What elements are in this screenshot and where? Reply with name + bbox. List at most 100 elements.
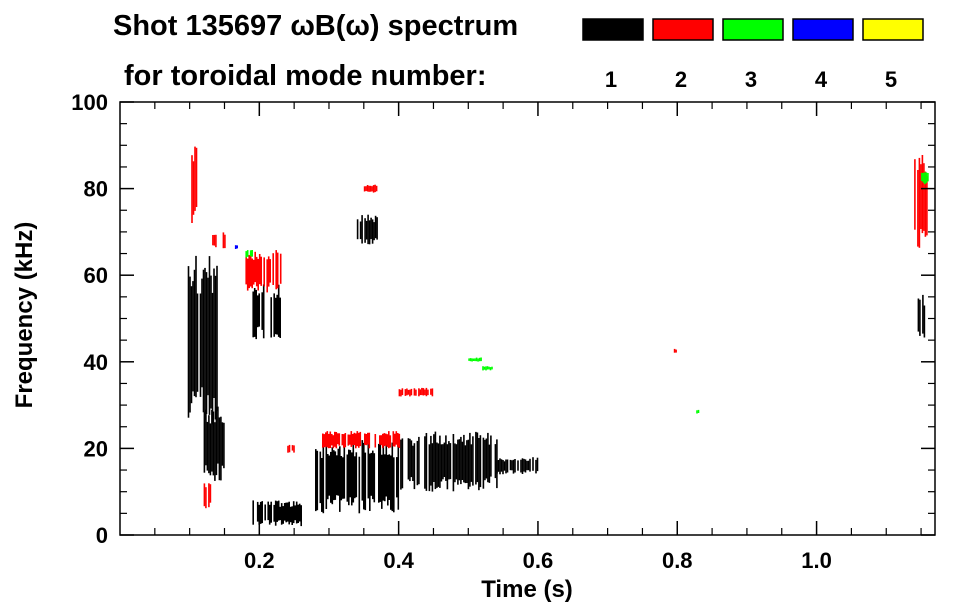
- data-streak: [485, 366, 487, 371]
- data-streak: [215, 406, 218, 476]
- data-streak: [419, 389, 422, 396]
- data-streak: [223, 422, 225, 469]
- legend-label-mode-2: 2: [675, 67, 687, 92]
- data-streak: [505, 459, 507, 474]
- x-tick-label: 1.0: [801, 548, 832, 573]
- data-streak: [463, 434, 465, 483]
- data-streak: [427, 389, 429, 396]
- data-streak: [467, 439, 470, 490]
- data-streak: [323, 434, 326, 448]
- data-streak: [321, 458, 323, 512]
- data-streak: [409, 438, 411, 482]
- data-streak: [280, 503, 283, 525]
- data-streak: [536, 457, 539, 472]
- data-streak: [367, 214, 369, 245]
- data-streak: [332, 435, 335, 449]
- data-streak: [475, 431, 477, 485]
- data-streak: [327, 454, 329, 500]
- data-streak: [355, 433, 357, 449]
- data-streak: [424, 389, 426, 396]
- data-streak: [369, 185, 372, 192]
- data-streak: [333, 450, 335, 501]
- data-streak: [482, 366, 484, 371]
- data-streak: [373, 222, 375, 241]
- legend-swatch-mode-1: [582, 18, 644, 41]
- data-streak: [446, 444, 449, 490]
- legend-label-mode-1: 1: [605, 67, 617, 92]
- data-streak: [279, 297, 281, 338]
- legend-swatch-mode-4: [792, 18, 854, 41]
- data-streak: [475, 357, 478, 362]
- data-streak: [366, 185, 369, 192]
- data-streak: [424, 436, 426, 489]
- data-streak: [368, 432, 371, 449]
- data-streak: [471, 358, 473, 362]
- data-streak: [210, 275, 212, 409]
- data-streak: [469, 432, 471, 487]
- data-streak: [356, 431, 359, 447]
- data-streak: [259, 501, 262, 524]
- data-streak: [288, 444, 291, 453]
- data-streak: [256, 295, 259, 328]
- data-streak: [294, 505, 296, 521]
- data-streak: [374, 215, 377, 239]
- data-streak: [393, 457, 395, 513]
- data-streak: [363, 442, 365, 510]
- data-region-n3-4: [696, 409, 700, 414]
- data-streak: [396, 457, 398, 498]
- data-streak: [425, 433, 428, 491]
- data-streak: [263, 257, 265, 287]
- data-streak: [523, 458, 525, 472]
- data-streak: [413, 443, 416, 490]
- data-streak: [273, 504, 275, 522]
- data-streak: [343, 444, 346, 499]
- data-streak: [236, 245, 238, 249]
- data-streak: [926, 176, 928, 236]
- data-streak: [464, 445, 467, 484]
- data-streak: [370, 452, 373, 496]
- x-tick-label: 0.6: [523, 548, 554, 573]
- data-streak: [364, 218, 366, 243]
- data-streak: [339, 446, 341, 512]
- data-streak: [527, 460, 530, 471]
- data-streak: [398, 433, 401, 448]
- data-region-n1-4: [315, 440, 400, 514]
- data-streak: [336, 455, 338, 496]
- data-streak: [213, 234, 216, 246]
- data-streak: [264, 504, 266, 521]
- y-axis-label: Frequency (kHz): [11, 222, 38, 409]
- y-tick-label: 60: [84, 263, 108, 288]
- data-region-n2-5: [398, 387, 434, 397]
- data-streak: [388, 454, 391, 500]
- data-streak: [410, 440, 413, 478]
- data-streak: [358, 432, 360, 448]
- data-streak: [211, 292, 214, 425]
- data-streak: [371, 186, 373, 192]
- chart-subtitle: for toroidal mode number:: [124, 60, 487, 92]
- data-streak: [367, 440, 370, 499]
- data-region-n1-5: [400, 431, 498, 492]
- data-streak: [207, 277, 209, 396]
- data-streak: [319, 451, 322, 504]
- data-streak: [349, 434, 351, 445]
- data-streak: [194, 146, 196, 211]
- data-streak: [353, 432, 356, 446]
- data-streak: [436, 442, 438, 488]
- data-streak: [372, 185, 375, 193]
- data-streak: [418, 436, 420, 485]
- data-streak: [325, 432, 327, 447]
- data-streak: [410, 388, 413, 396]
- data-streak: [439, 435, 441, 488]
- data-streak: [416, 440, 419, 486]
- data-streak: [214, 422, 216, 481]
- data-streak: [474, 358, 476, 362]
- data-streak: [448, 441, 450, 480]
- data-streak: [365, 434, 368, 446]
- data-streak: [338, 433, 341, 446]
- y-tick-label: 40: [84, 350, 108, 375]
- data-streak: [415, 389, 417, 396]
- data-streak: [914, 159, 916, 230]
- legend-swatch-mode-3: [722, 18, 784, 41]
- data-streak: [216, 265, 218, 411]
- data-streak: [385, 433, 387, 446]
